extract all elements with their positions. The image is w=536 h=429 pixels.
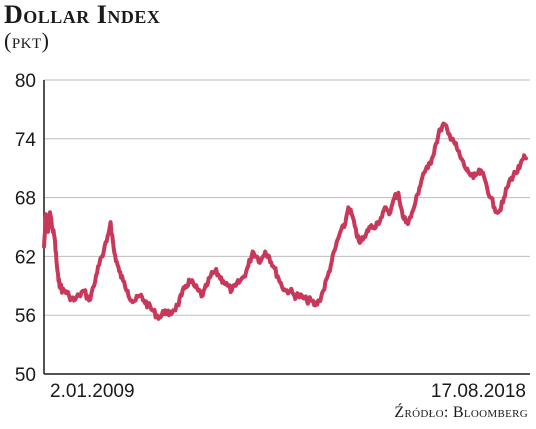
y-tick-label: 80 xyxy=(15,71,36,92)
y-tick-label: 56 xyxy=(15,306,36,327)
x-axis-ticks: 2.01.2009 17.08.2018 xyxy=(50,381,526,402)
series-layer xyxy=(42,121,528,321)
x-axis xyxy=(43,80,530,375)
y-tick-label: 62 xyxy=(15,247,36,268)
y-tick-label: 50 xyxy=(15,365,36,386)
y-axis-ticks: 50 56 62 68 74 80 xyxy=(15,71,37,386)
x-tick-label: 17.08.2018 xyxy=(431,381,526,402)
gridlines xyxy=(44,79,530,316)
x-tick-label: 2.01.2009 xyxy=(50,381,135,402)
y-tick-label: 74 xyxy=(15,130,37,151)
y-tick-label: 68 xyxy=(15,189,36,210)
series-line xyxy=(42,121,528,321)
chart-subtitle: (pkt) xyxy=(4,28,50,53)
source-note: Źródło: Bloomberg xyxy=(394,404,528,421)
chart-title: Dollar Index xyxy=(4,0,161,29)
